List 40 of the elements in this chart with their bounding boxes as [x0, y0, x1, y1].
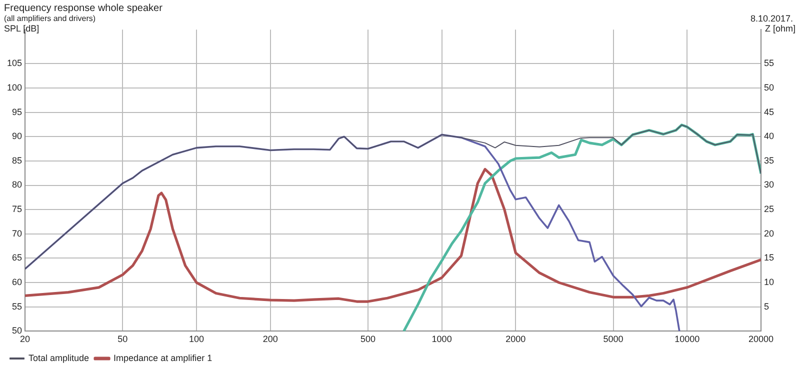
x-tick-label: 500 [360, 334, 376, 344]
y2-tick-label: 30 [764, 180, 774, 190]
y-tick-label: 90 [12, 131, 22, 142]
x-tick-label: 10000 [674, 334, 700, 344]
y-tick-label: 50 [12, 326, 22, 336]
y-tick-label: 60 [12, 277, 22, 288]
chart-title: Frequency response whole speaker [4, 2, 164, 14]
y2-tick-label: 35 [764, 155, 774, 166]
y-tick-label: 55 [12, 301, 22, 312]
y-tick-label: 100 [6, 82, 22, 92]
y-tick-label: 85 [12, 155, 22, 166]
legend-label: Total amplitude [28, 352, 90, 363]
y-tick-label: 65 [12, 252, 22, 263]
y2-axis-title: Z [ohm] [764, 24, 796, 34]
x-tick-label: 2000 [506, 334, 526, 344]
x-tick-label: 20000 [748, 334, 774, 344]
legend-label: Impedance at amplifier 1 [114, 352, 212, 363]
y2-tick-label: 50 [764, 82, 774, 92]
x-tick-label: 50 [118, 334, 128, 344]
y-tick-label: 105 [6, 58, 22, 68]
y-tick-label: 75 [12, 204, 22, 214]
y-tick-label: 70 [12, 228, 22, 238]
x-tick-label: 1000 [432, 334, 452, 344]
x-tick-label: 100 [188, 334, 204, 344]
y2-tick-label: 5 [764, 301, 770, 312]
y2-tick-label: 40 [764, 131, 774, 142]
text: 8.10.2017. [750, 14, 793, 24]
y-axis-title: SPL [dB] [4, 24, 40, 34]
y2-tick-label: 55 [764, 58, 774, 68]
y2-tick-label: 45 [764, 106, 774, 117]
y-tick-label: 95 [12, 106, 22, 117]
y2-tick-label: 10 [764, 277, 774, 288]
x-tick-label: 200 [262, 334, 278, 344]
y2-tick-label: 25 [764, 204, 774, 214]
x-tick-label: 5000 [603, 334, 624, 344]
y2-tick-label: 20 [764, 228, 774, 238]
x-tick-label: 20 [20, 334, 30, 344]
y2-tick-label: 15 [764, 252, 774, 263]
chart-subtitle: (all amplifiers and drivers) [4, 14, 96, 24]
y-tick-label: 80 [12, 180, 22, 190]
